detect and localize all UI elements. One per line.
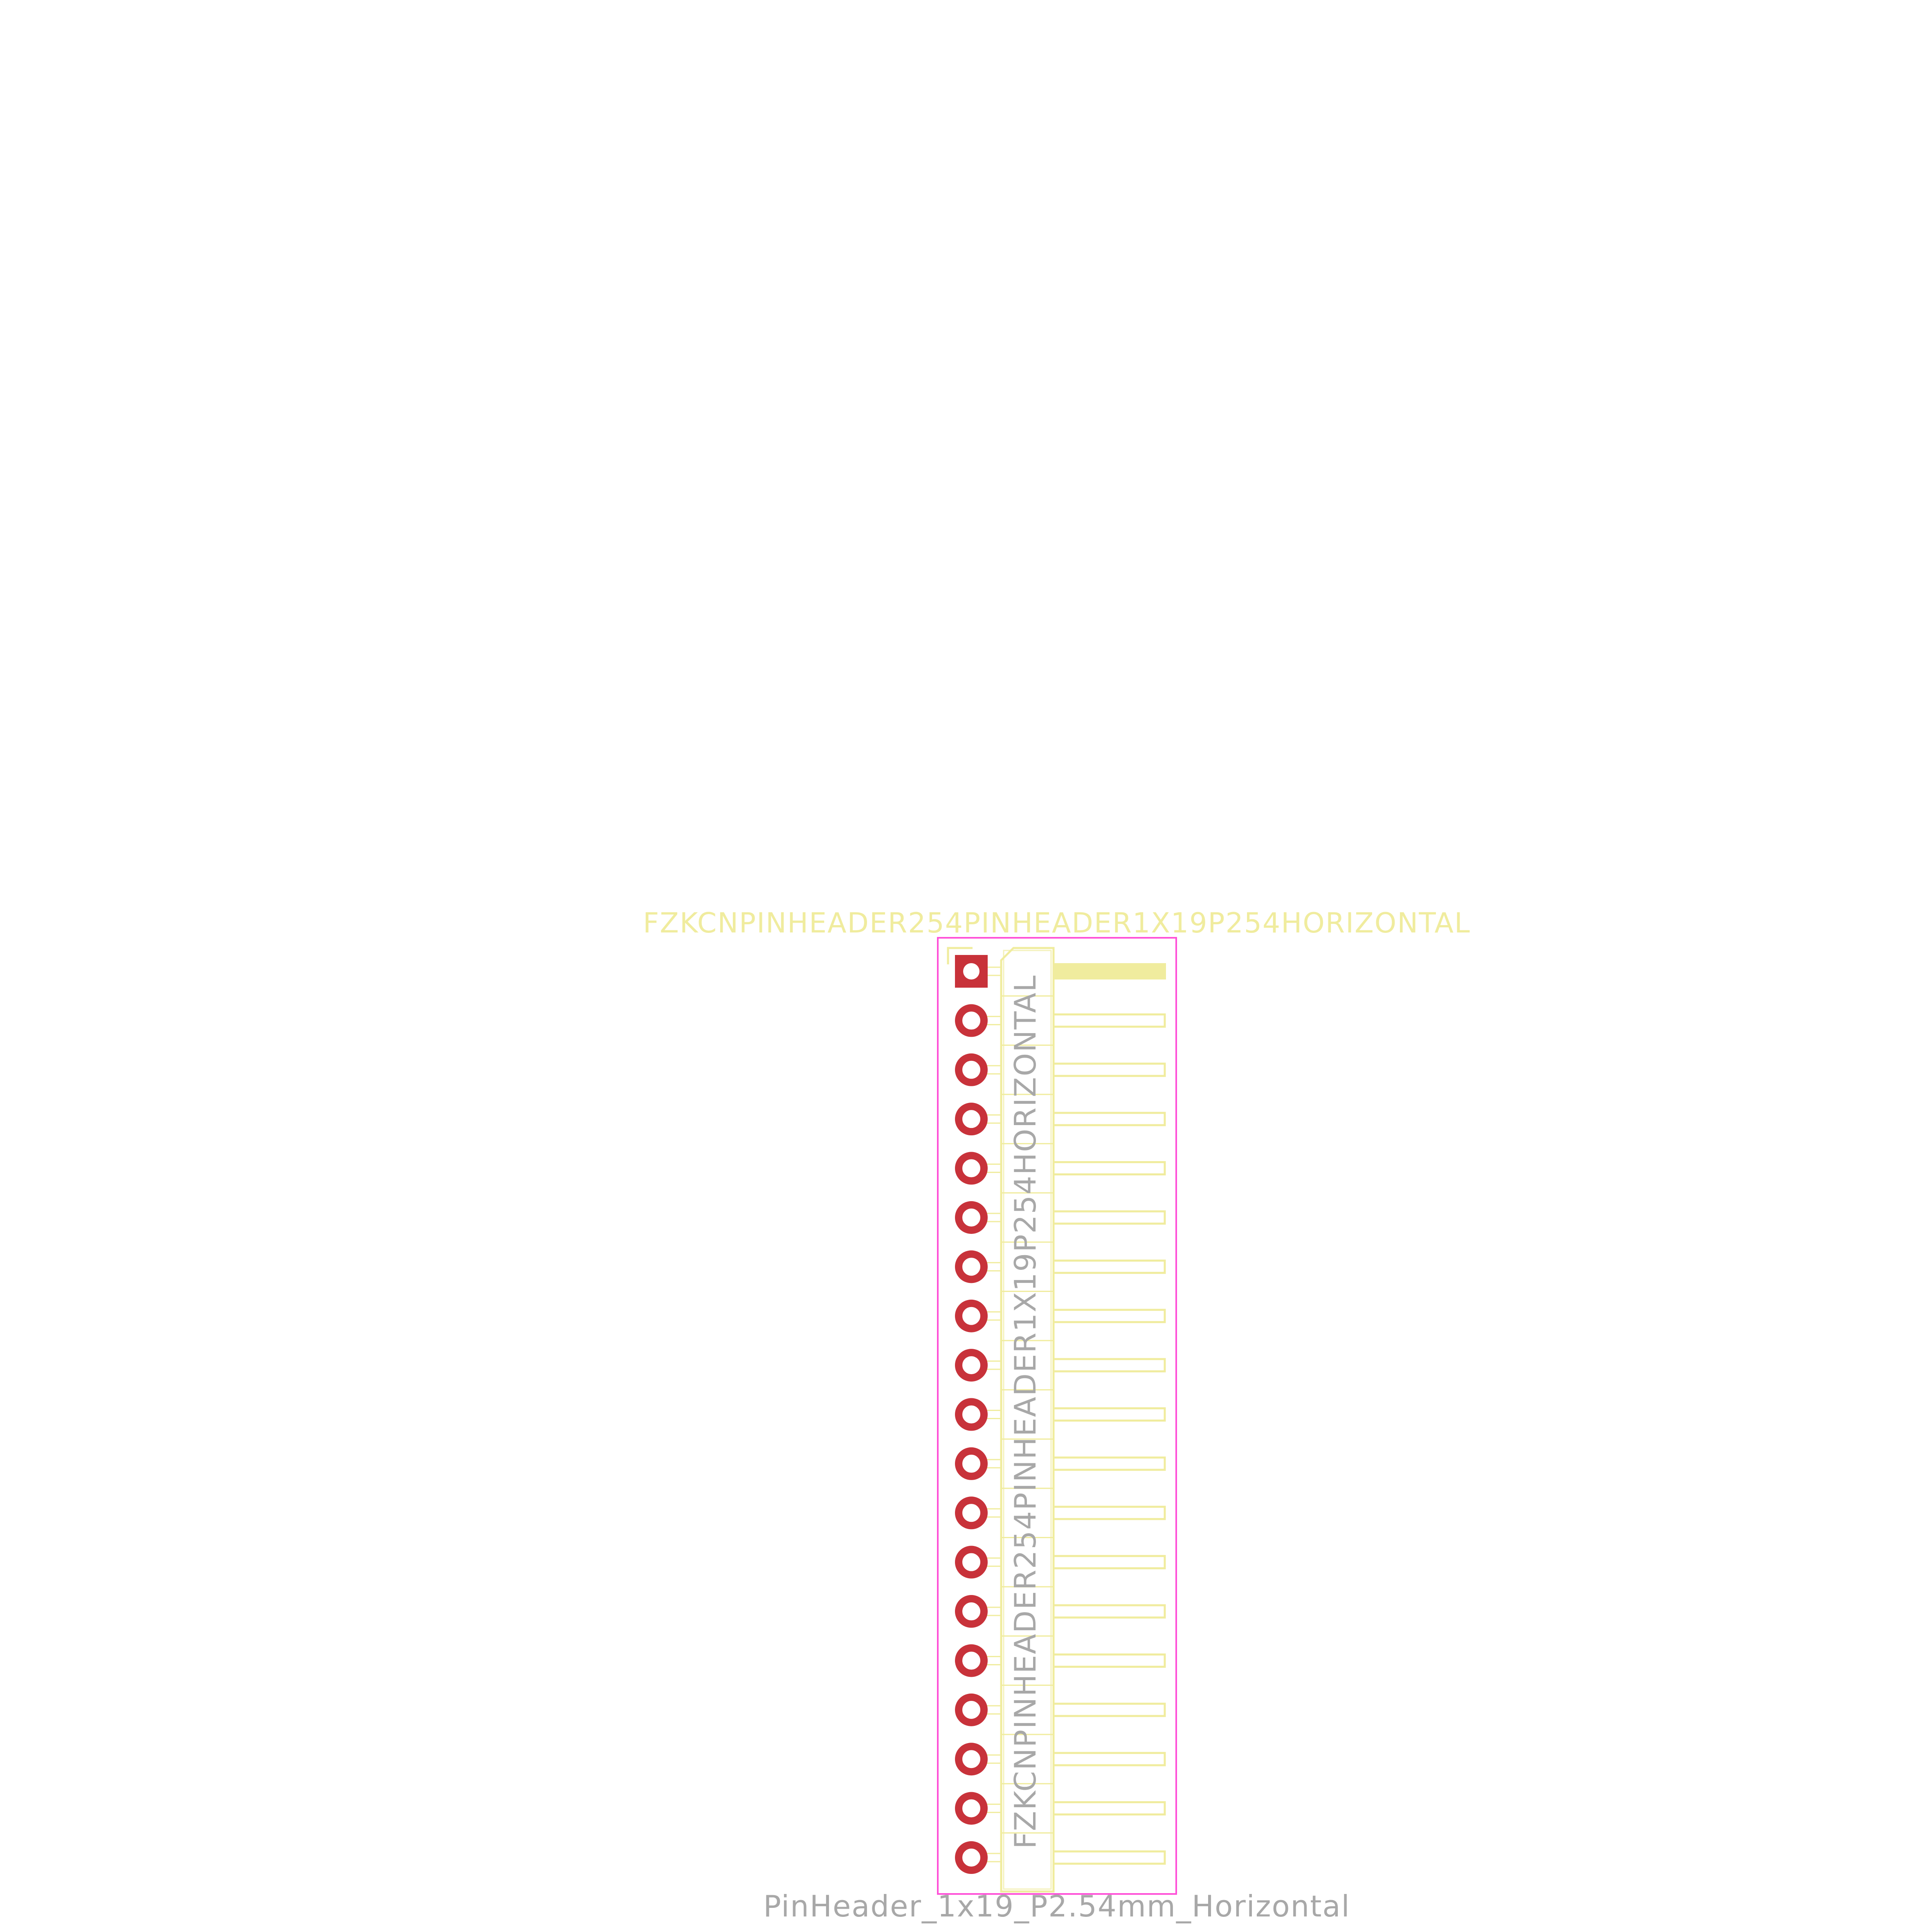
pin-lead — [1052, 1259, 1166, 1274]
pad-round — [955, 1299, 988, 1332]
pad-round — [955, 1201, 988, 1234]
pin-lead — [1052, 1161, 1166, 1176]
pin-lead — [1052, 1112, 1166, 1126]
pin-lead-pin1 — [1054, 963, 1166, 979]
pad-round — [955, 1250, 988, 1283]
pin-lead — [1052, 1063, 1166, 1077]
pad-round — [955, 1792, 988, 1825]
pad-round — [955, 1693, 988, 1726]
pin-lead — [1052, 1456, 1166, 1471]
pin-lead — [1052, 1505, 1166, 1520]
pad-round — [955, 1496, 988, 1530]
pad-round — [955, 1349, 988, 1382]
pin-row — [955, 1340, 1166, 1382]
pin-row — [955, 955, 1166, 988]
pin-lead — [1052, 1013, 1166, 1028]
pin-row — [955, 1045, 1166, 1086]
pin1-corner-marker — [947, 947, 973, 964]
pad-round — [955, 1004, 988, 1037]
courtyard-outline — [937, 937, 1177, 1895]
pad-round — [955, 1595, 988, 1628]
pin-row — [955, 1192, 1166, 1234]
value-label: FZKCNPINHEADER254PINHEADER1X19P254HORIZO… — [1008, 975, 1042, 1849]
pin-row — [955, 1635, 1166, 1677]
pin-lead — [1052, 1653, 1166, 1668]
pad-round — [955, 1447, 988, 1480]
pin-lead — [1052, 1555, 1166, 1570]
pin-lead — [1052, 1309, 1166, 1323]
pad-round — [955, 1103, 988, 1136]
footprint-name-label: PinHeader_1x19_P2.54mm_Horizontal — [763, 1889, 1350, 1923]
pin-row — [955, 1241, 1166, 1283]
pin-lead — [1052, 1752, 1166, 1766]
pad-round — [955, 1644, 988, 1677]
pad-round — [955, 1546, 988, 1579]
pad-round — [955, 1053, 988, 1086]
pin-row — [955, 1832, 1166, 1874]
pin-lead — [1052, 1358, 1166, 1373]
pin-row — [955, 1487, 1166, 1530]
pin-row — [955, 1783, 1166, 1825]
pin-lead — [1052, 1850, 1166, 1865]
pad-round — [955, 1152, 988, 1185]
pin-lead — [1052, 1801, 1166, 1816]
reference-label: FZKCNPINHEADER254PINHEADER1X19P254HORIZO… — [643, 907, 1471, 939]
pin-row — [955, 1734, 1166, 1776]
pin-row — [955, 1389, 1166, 1431]
pad-round — [955, 1398, 988, 1431]
pad-round — [955, 1743, 988, 1776]
pin-row — [955, 1586, 1166, 1628]
pin-row — [955, 1094, 1166, 1136]
pin-row — [955, 1537, 1166, 1579]
pin-lead — [1052, 1210, 1166, 1225]
pin-lead — [1052, 1407, 1166, 1422]
connector-body-fab — [1003, 950, 1052, 1890]
pad-round — [955, 1841, 988, 1874]
pin-rows — [955, 955, 1166, 1874]
pin-row — [955, 1291, 1166, 1332]
pad-drill — [963, 963, 979, 979]
pin-row — [955, 1143, 1166, 1185]
pin-row — [955, 995, 1166, 1037]
pin-lead — [1052, 1703, 1166, 1717]
pin-row — [955, 1685, 1166, 1726]
pin-row — [955, 1438, 1166, 1480]
pin-lead — [1052, 1604, 1166, 1619]
